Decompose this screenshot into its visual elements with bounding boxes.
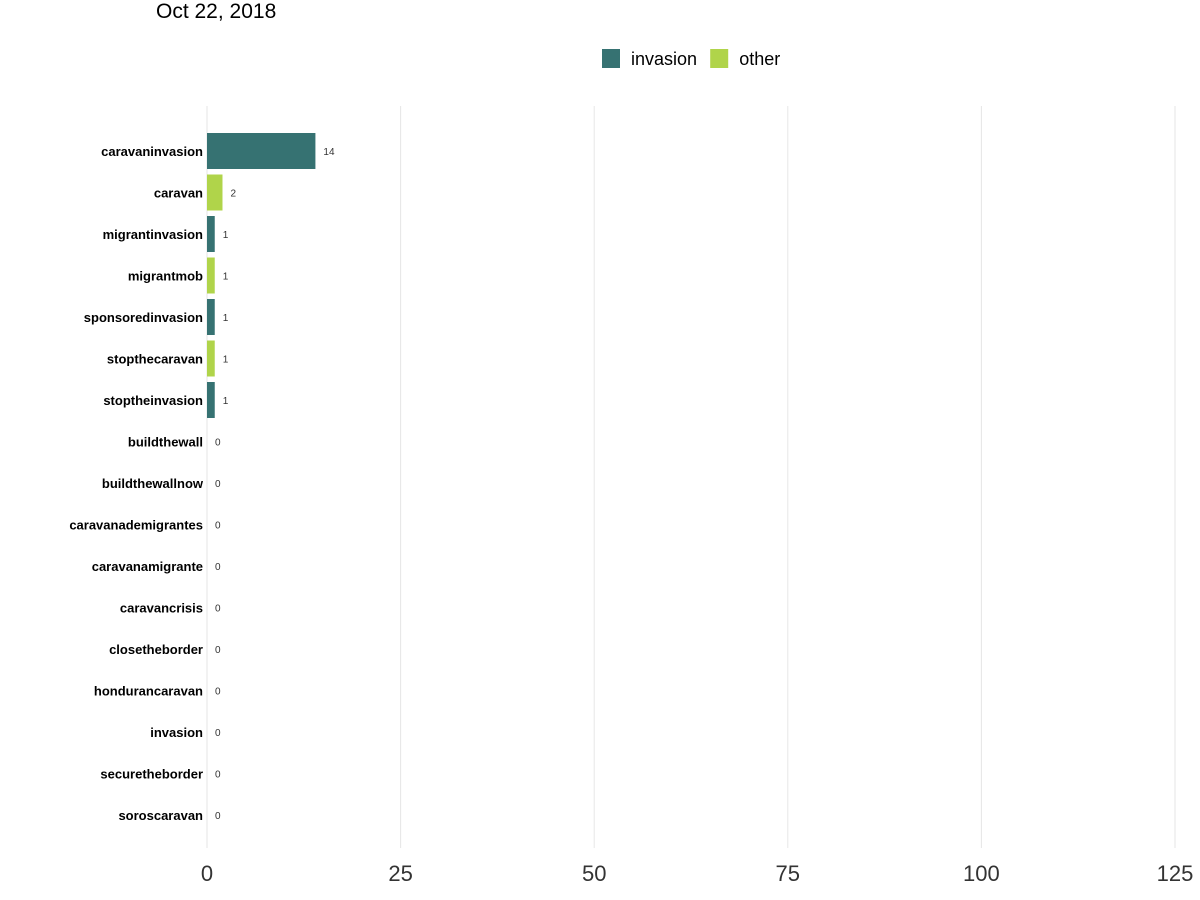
value-labels: 14 2 1 1 1 1 1 0 0 0 0 0 0 0 0 0 0 (215, 147, 335, 822)
x-tick-label: 75 (776, 861, 800, 886)
bar-caravan (207, 174, 223, 211)
value-label-hondurancaravan: 0 (215, 687, 221, 698)
value-label-stopthecaravan: 1 (223, 355, 229, 366)
category-label-caravaninvasion: caravaninvasion (101, 144, 203, 159)
category-label-migrantmob: migrantmob (128, 269, 203, 284)
legend: invasion other (602, 49, 780, 69)
bar-stoptheinvasion (207, 382, 215, 418)
category-label-buildthewall: buildthewall (128, 435, 203, 450)
category-label-migrantinvasion: migrantinvasion (103, 227, 203, 242)
category-label-closetheborder: closetheborder (109, 642, 203, 657)
category-label-sponsoredinvasion: sponsoredinvasion (84, 310, 203, 325)
x-axis-ticks: 0 25 50 75 100 125 (201, 861, 1193, 886)
bar-migrantmob (207, 257, 215, 294)
category-label-securetheborder: securetheborder (100, 767, 203, 782)
value-label-caravan: 2 (230, 189, 236, 200)
value-label-soroscaravan: 0 (215, 811, 221, 822)
value-label-caravancrisis: 0 (215, 604, 221, 615)
bar-caravaninvasion (207, 133, 316, 169)
x-tick-label: 100 (963, 861, 1000, 886)
category-label-buildthewallnow: buildthewallnow (102, 476, 204, 491)
gridlines (206, 106, 1176, 848)
category-label-caravanademigrantes: caravanademigrantes (69, 518, 203, 533)
x-tick-label: 125 (1157, 861, 1194, 886)
chart-title: Oct 22, 2018 (156, 0, 276, 23)
legend-label-other: other (739, 49, 780, 69)
bars (207, 133, 316, 418)
value-label-closetheborder: 0 (215, 645, 221, 656)
value-label-invasion: 0 (215, 728, 221, 739)
value-label-migrantinvasion: 1 (223, 230, 229, 241)
bar-migrantinvasion (207, 216, 215, 252)
value-label-securetheborder: 0 (215, 770, 221, 781)
value-label-buildthewallnow: 0 (215, 479, 221, 490)
category-label-hondurancaravan: hondurancaravan (94, 684, 203, 699)
value-label-buildthewall: 0 (215, 438, 221, 449)
x-tick-label: 25 (388, 861, 412, 886)
category-label-caravancrisis: caravancrisis (120, 601, 203, 616)
category-label-stopthecaravan: stopthecaravan (107, 352, 203, 367)
legend-label-invasion: invasion (631, 49, 697, 69)
legend-swatch-invasion (602, 49, 620, 68)
value-label-migrantmob: 1 (223, 272, 229, 283)
category-label-soroscaravan: soroscaravan (118, 808, 203, 823)
category-label-invasion: invasion (150, 725, 203, 740)
category-label-stoptheinvasion: stoptheinvasion (103, 393, 203, 408)
legend-swatch-other (710, 49, 729, 68)
category-label-caravan: caravan (154, 186, 203, 201)
value-label-sponsoredinvasion: 1 (223, 313, 229, 324)
value-label-caravaninvasion: 14 (323, 147, 335, 158)
value-label-stoptheinvasion: 1 (223, 396, 229, 407)
x-tick-label: 50 (582, 861, 606, 886)
bar-sponsoredinvasion (207, 299, 215, 335)
value-label-caravanademigrantes: 0 (215, 521, 221, 532)
bar-stopthecaravan (207, 340, 215, 377)
category-label-caravanamigrante: caravanamigrante (92, 559, 203, 574)
category-labels: caravaninvasion caravan migrantinvasion mig… (69, 144, 204, 823)
x-tick-label: 0 (201, 861, 213, 886)
value-label-caravanamigrante: 0 (215, 562, 221, 573)
